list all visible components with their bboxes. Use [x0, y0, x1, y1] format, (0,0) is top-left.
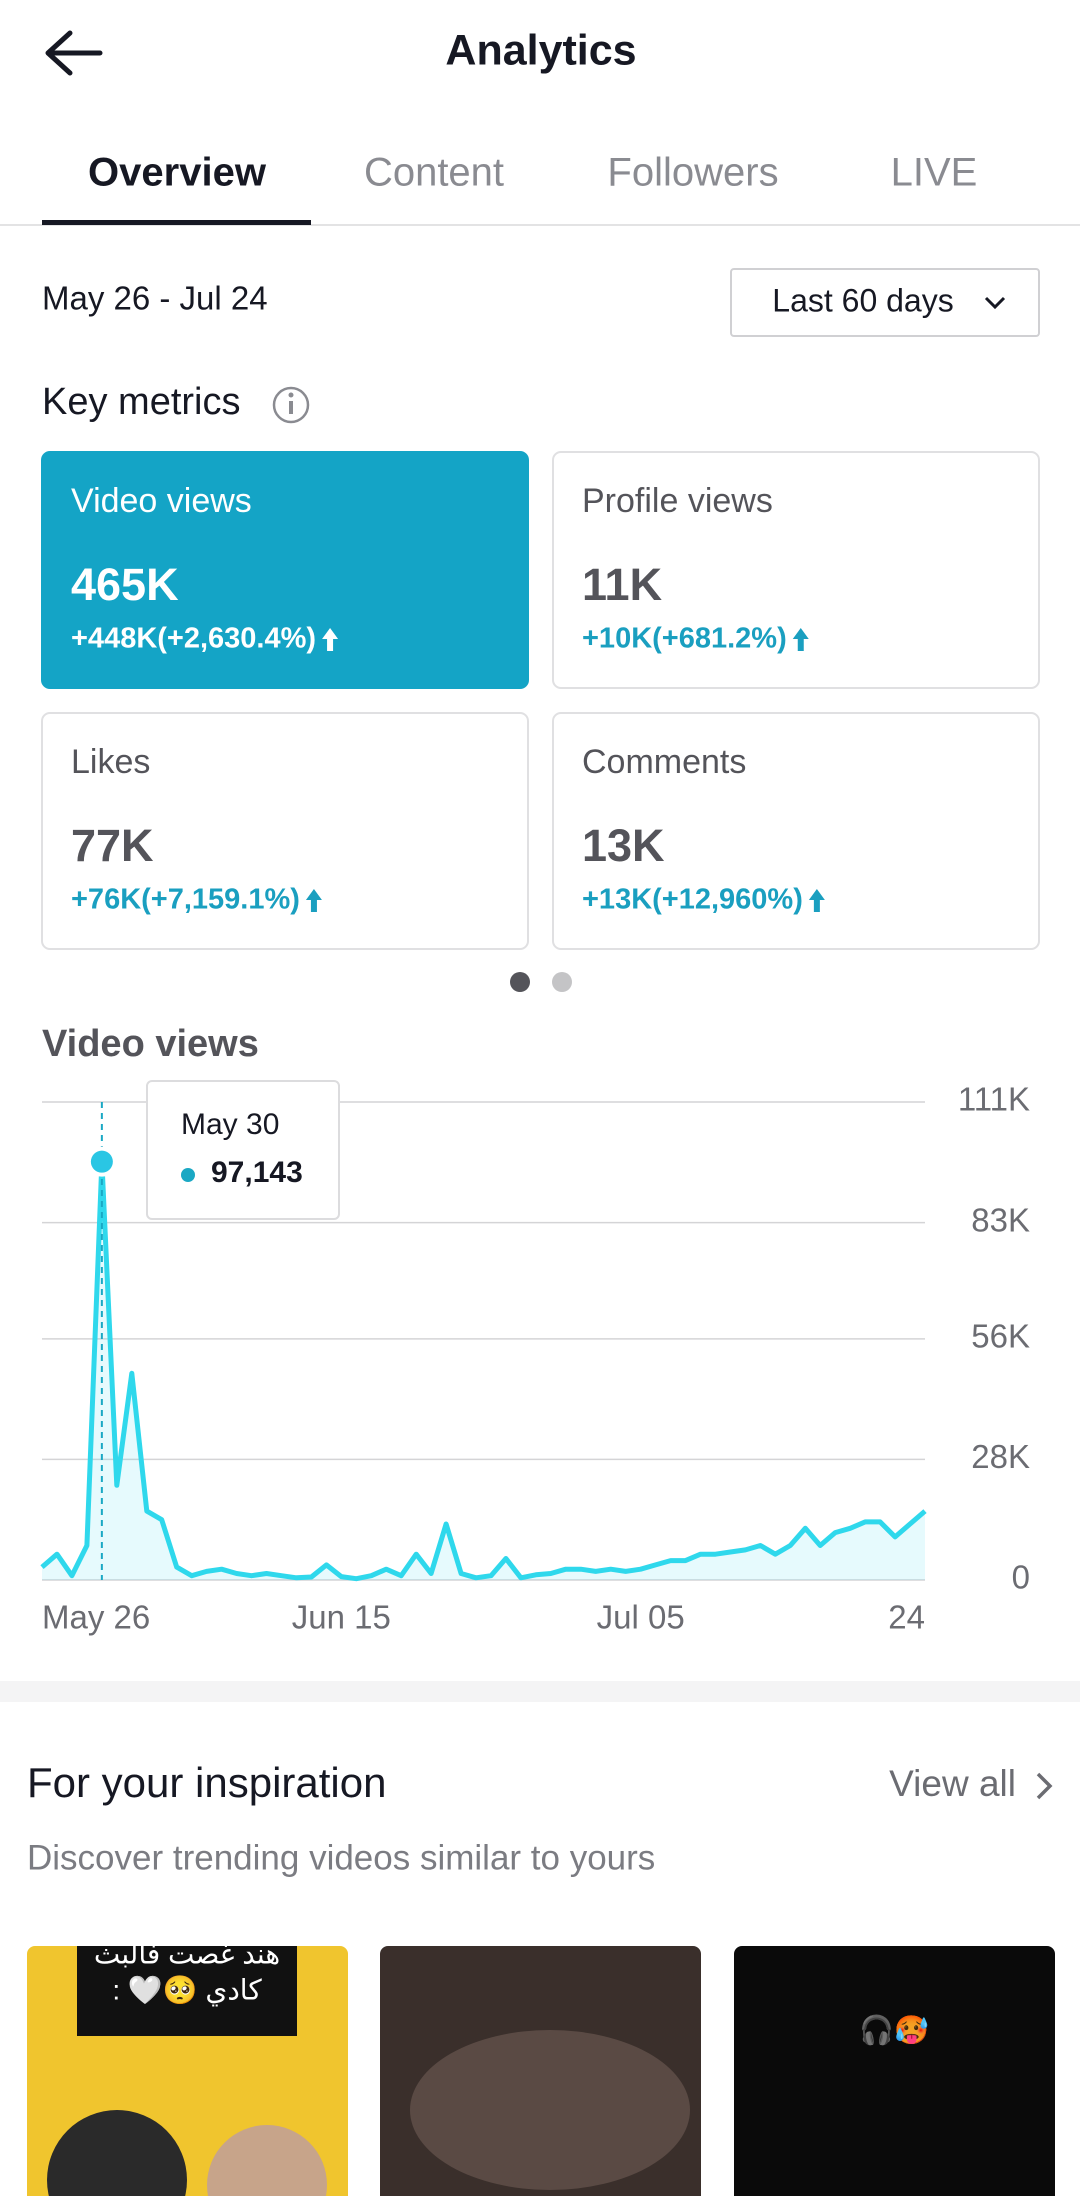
back-button[interactable] — [45, 30, 103, 76]
metric-value: 11K — [582, 559, 663, 610]
metric-card[interactable] — [552, 451, 1040, 689]
video-caption: هند غصت فالبث — [94, 1938, 280, 1969]
video-caption: 🎧🥵 — [859, 2013, 929, 2046]
tooltip-dot — [181, 1168, 195, 1182]
person — [47, 2110, 187, 2196]
metric-label: Video views — [71, 482, 252, 520]
y-tick-label: 0 — [1012, 1559, 1030, 1596]
up-arrow — [792, 628, 809, 651]
y-tick-label: 111K — [958, 1081, 1030, 1118]
view-all-chevron — [1036, 1772, 1053, 1800]
person — [207, 2125, 327, 2196]
up-arrow — [322, 628, 339, 651]
section-separator — [0, 1681, 1080, 1702]
inspiration-subtitle: Discover trending videos similar to your… — [27, 1838, 655, 1877]
metric-change: +13K(+12,960%) — [582, 884, 803, 916]
inspiration-title: For your inspiration — [27, 1759, 386, 1806]
caption-backdrop — [77, 1946, 297, 2036]
period-label: Last 60 days — [772, 282, 953, 318]
key-metrics-title: Key metrics — [42, 381, 240, 423]
hover-point-core — [90, 1150, 113, 1173]
area — [42, 1161, 925, 1580]
info-icon-bar — [289, 401, 293, 414]
x-tick-label: 24 — [888, 1599, 925, 1636]
y-tick-label: 56K — [971, 1318, 1030, 1355]
tab[interactable]: LIVE — [891, 151, 978, 195]
metric-change: +76K(+7,159.1%) — [71, 884, 300, 916]
video-thumbnail[interactable] — [734, 1946, 1055, 2196]
line — [40, 1159, 927, 1582]
tab-indicator — [42, 220, 311, 225]
chart-title: Video views — [42, 1023, 259, 1065]
metric-change: +448K(+2,630.4%) — [71, 623, 316, 655]
video-caption: كادي 🥺🤍 : — [112, 1974, 262, 2006]
up-arrow — [305, 889, 322, 912]
period-dropdown[interactable] — [730, 268, 1040, 337]
info-icon[interactable] — [272, 386, 310, 424]
metric-label: Profile views — [582, 482, 773, 520]
x-tick-label: May 26 — [42, 1599, 150, 1636]
tooltip-date: May 30 — [181, 1108, 279, 1141]
tab[interactable]: Overview — [88, 151, 267, 195]
x-tick-label: Jul 05 — [597, 1599, 685, 1636]
x-tick-label: Jun 15 — [292, 1599, 391, 1636]
tab[interactable]: Followers — [607, 151, 778, 195]
y-tick-label: 28K — [971, 1438, 1030, 1475]
metric-card[interactable] — [552, 712, 1040, 950]
metric-value: 465K — [71, 559, 179, 610]
page-dot-active — [510, 972, 530, 992]
page-dot — [552, 972, 572, 992]
metric-value: 13K — [582, 820, 665, 871]
date-range: May 26 - Jul 24 — [42, 280, 268, 317]
y-tick-label: 83K — [971, 1201, 1030, 1238]
metric-label: Likes — [71, 743, 150, 781]
tooltip — [146, 1080, 340, 1220]
tooltip-value: 97,143 — [211, 1156, 303, 1189]
view-all[interactable]: View all — [889, 1763, 1016, 1804]
info-icon-dot — [288, 392, 294, 398]
page-title: Analytics — [445, 26, 636, 74]
metric-change: +10K(+681.2%) — [582, 623, 787, 655]
up-arrow — [808, 889, 825, 912]
tab[interactable]: Content — [364, 151, 504, 195]
dropdown-chevron — [984, 296, 1006, 310]
metric-label: Comments — [582, 743, 746, 781]
texture — [410, 2030, 690, 2190]
metric-card[interactable] — [41, 712, 529, 950]
metric-card[interactable] — [41, 451, 529, 689]
metric-value: 77K — [71, 820, 154, 871]
